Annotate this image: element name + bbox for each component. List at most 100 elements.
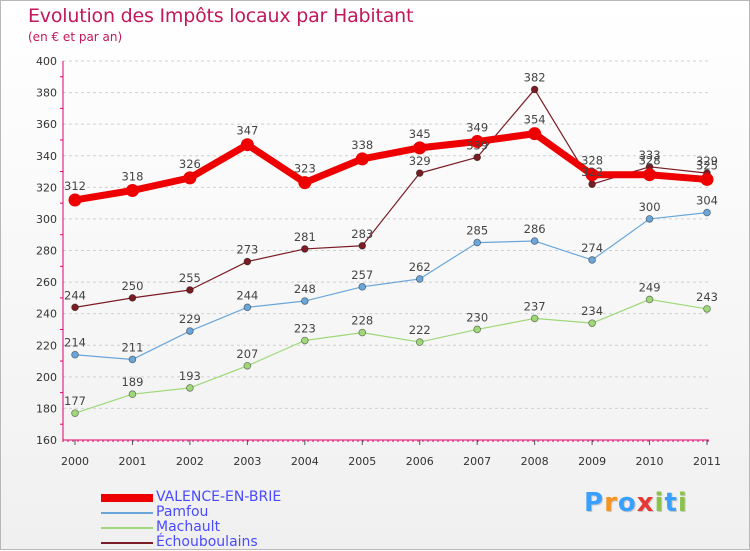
data-label-machault: 234 bbox=[581, 304, 603, 318]
y-tick-label: 260 bbox=[36, 276, 57, 289]
data-label-pamfou: 244 bbox=[236, 288, 258, 302]
data-labels: 244 250 255 273 281 283 329 339 382 322 333 329 177 1… bbox=[64, 70, 718, 408]
data-label-machault: 230 bbox=[466, 310, 488, 324]
data-point-echouboulains[interactable] bbox=[358, 241, 367, 250]
data-point-pamfou[interactable] bbox=[243, 303, 252, 312]
data-label-pamfou: 257 bbox=[351, 268, 373, 282]
data-point-valence-en-brie[interactable] bbox=[240, 138, 254, 152]
data-label-valence-en-brie: 312 bbox=[64, 179, 86, 193]
x-tick-label: 2002 bbox=[176, 455, 204, 468]
data-point-valence-en-brie[interactable] bbox=[413, 141, 427, 155]
data-point-machault[interactable] bbox=[186, 384, 194, 392]
data-point-machault[interactable] bbox=[703, 305, 711, 313]
data-point-valence-en-brie[interactable] bbox=[700, 172, 714, 186]
series-line-valence-en-brie bbox=[71, 130, 711, 204]
series-line-echouboulains bbox=[74, 88, 708, 308]
data-point-echouboulains[interactable] bbox=[588, 180, 596, 188]
data-label-echouboulains: 283 bbox=[351, 227, 373, 241]
x-tick-label: 2006 bbox=[406, 455, 434, 468]
data-point-valence-en-brie[interactable] bbox=[68, 193, 82, 207]
data-label-echouboulains: 255 bbox=[179, 271, 201, 285]
data-point-pamfou[interactable] bbox=[358, 283, 367, 291]
data-point-echouboulains[interactable] bbox=[71, 303, 79, 312]
x-tick-label: 2011 bbox=[693, 455, 721, 468]
x-tick-label: 2001 bbox=[118, 455, 146, 468]
logo-letter: o bbox=[617, 488, 637, 518]
data-label-pamfou: 274 bbox=[581, 241, 603, 255]
grid-lines bbox=[63, 60, 709, 409]
data-point-machault[interactable] bbox=[473, 325, 481, 334]
data-point-pamfou[interactable] bbox=[530, 237, 539, 245]
data-point-machault[interactable] bbox=[128, 390, 137, 399]
data-point-valence-en-brie[interactable] bbox=[355, 152, 369, 166]
data-point-echouboulains[interactable] bbox=[186, 286, 194, 294]
data-point-pamfou[interactable] bbox=[645, 215, 654, 223]
data-point-machault[interactable] bbox=[415, 338, 424, 346]
legend-swatch-echouboulains bbox=[101, 542, 153, 544]
data-label-valence-en-brie: 354 bbox=[524, 113, 546, 127]
data-label-machault: 189 bbox=[121, 375, 143, 389]
logo-letter: P bbox=[584, 488, 605, 518]
data-point-pamfou[interactable] bbox=[588, 256, 596, 264]
data-point-valence-en-brie[interactable] bbox=[585, 168, 599, 182]
data-label-machault: 243 bbox=[696, 290, 718, 304]
data-point-machault[interactable] bbox=[71, 409, 79, 417]
data-point-pamfou[interactable] bbox=[415, 275, 424, 283]
legend-swatch-machault bbox=[101, 527, 153, 529]
data-point-valence-en-brie[interactable] bbox=[125, 183, 139, 197]
data-label-echouboulains: 333 bbox=[639, 148, 661, 162]
legend-swatch-pamfou bbox=[101, 512, 153, 514]
y-tick-label: 200 bbox=[36, 371, 57, 384]
data-point-pamfou[interactable] bbox=[186, 327, 194, 335]
y-tick-label: 400 bbox=[36, 55, 57, 68]
data-point-machault[interactable] bbox=[645, 295, 654, 304]
y-tick-label: 360 bbox=[36, 118, 57, 131]
data-point-echouboulains[interactable] bbox=[473, 153, 481, 162]
y-tick-label: 300 bbox=[36, 213, 57, 226]
data-point-pamfou[interactable] bbox=[703, 208, 711, 217]
data-label-pamfou: 211 bbox=[121, 340, 143, 354]
data-label-valence-en-brie: 349 bbox=[466, 121, 488, 135]
y-tick-label: 280 bbox=[36, 245, 57, 258]
data-point-pamfou[interactable] bbox=[301, 297, 309, 305]
data-label-pamfou: 229 bbox=[179, 312, 201, 326]
data-point-pamfou[interactable] bbox=[71, 350, 79, 359]
data-point-echouboulains[interactable] bbox=[301, 245, 309, 253]
series-line-machault bbox=[74, 298, 708, 414]
data-point-echouboulains[interactable] bbox=[128, 294, 137, 302]
data-label-machault: 193 bbox=[179, 369, 201, 383]
data-label-machault: 222 bbox=[409, 323, 431, 337]
data-point-machault[interactable] bbox=[301, 336, 309, 345]
data-point-pamfou[interactable] bbox=[473, 238, 481, 247]
data-point-machault[interactable] bbox=[243, 361, 252, 370]
legend-label-pamfou: Pamfou bbox=[156, 504, 209, 520]
logo-letter: r bbox=[604, 488, 618, 518]
data-point-echouboulains[interactable] bbox=[243, 257, 252, 266]
data-label-valence-en-brie: 345 bbox=[409, 127, 431, 141]
y-axis-ticks: 160 180 200 220 240 260 280 300 320 340 360 380 400 bbox=[36, 55, 63, 447]
data-point-valence-en-brie[interactable] bbox=[643, 168, 657, 182]
data-label-echouboulains: 273 bbox=[236, 243, 258, 257]
data-point-valence-en-brie[interactable] bbox=[528, 127, 542, 141]
data-point-machault[interactable] bbox=[530, 314, 539, 323]
series-line-pamfou bbox=[74, 212, 708, 361]
data-point-machault[interactable] bbox=[588, 319, 596, 327]
data-label-echouboulains: 244 bbox=[64, 288, 86, 302]
data-point-valence-en-brie[interactable] bbox=[470, 135, 484, 149]
data-point-valence-en-brie[interactable] bbox=[298, 176, 312, 190]
x-tick-label: 2000 bbox=[61, 455, 89, 468]
data-point-machault[interactable] bbox=[358, 328, 367, 337]
y-tick-label: 160 bbox=[36, 434, 57, 447]
data-label-pamfou: 214 bbox=[64, 336, 86, 350]
data-label-machault: 228 bbox=[351, 314, 373, 328]
data-label-valence-en-brie: 326 bbox=[179, 157, 201, 171]
data-point-echouboulains[interactable] bbox=[415, 169, 424, 177]
data-point-valence-en-brie[interactable] bbox=[183, 171, 197, 185]
data-label-valence-en-brie: 325 bbox=[696, 158, 718, 172]
data-point-pamfou[interactable] bbox=[128, 355, 137, 364]
y-tick-label: 320 bbox=[36, 181, 57, 194]
legend-label-machault: Machault bbox=[156, 519, 221, 535]
logo-letter: i bbox=[654, 488, 665, 518]
data-point-echouboulains[interactable] bbox=[530, 85, 539, 94]
